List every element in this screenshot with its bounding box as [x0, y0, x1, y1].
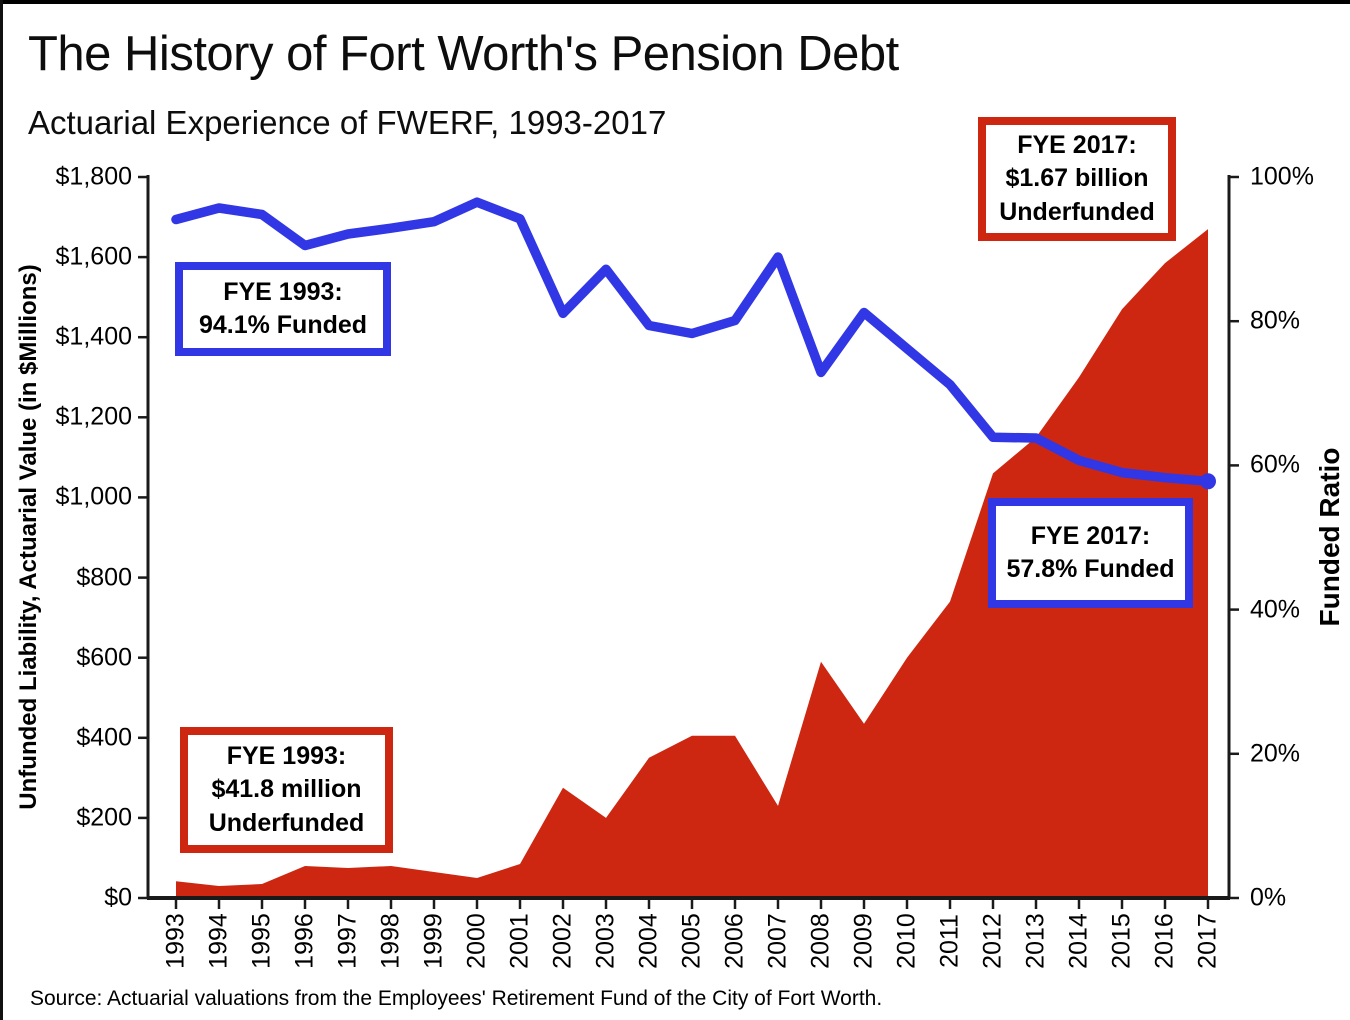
- left-axis-tick-label: $200: [76, 803, 132, 832]
- callout-line: FYE 1993:: [223, 277, 343, 306]
- callout-fye-2017-funded: FYE 2017: 57.8% Funded: [988, 498, 1193, 608]
- right-axis-tick-label: 80%: [1250, 306, 1301, 335]
- page-subtitle: Actuarial Experience of FWERF, 1993-2017: [28, 104, 667, 141]
- callout-line: $41.8 million: [211, 775, 362, 804]
- callout-line: $1.67 billion: [1005, 164, 1149, 193]
- x-axis-year-label: 2012: [978, 913, 1007, 969]
- callout-line: 94.1% Funded: [198, 311, 368, 339]
- right-axis-tick-label: 100%: [1250, 162, 1314, 191]
- left-axis-tick-label: $0: [104, 883, 132, 912]
- left-axis-tick-label: $400: [76, 723, 132, 752]
- left-axis-tick-label: $1,000: [55, 482, 132, 511]
- left-axis-tick-label: $600: [76, 643, 132, 672]
- x-axis-year-label: 2013: [1021, 913, 1050, 969]
- x-axis-year-label: 2016: [1150, 913, 1179, 969]
- callout-line: FYE 1993:: [226, 742, 347, 771]
- source-note: Source: Actuarial valuations from the Em…: [30, 987, 883, 1010]
- x-axis-year-label: 2005: [677, 913, 706, 969]
- right-axis-tick-label: 60%: [1250, 450, 1301, 479]
- callout-line: 57.8% Funded: [1006, 555, 1175, 583]
- x-axis-year-label: 1994: [204, 913, 233, 969]
- left-axis-tick-label: $800: [76, 563, 132, 592]
- callout-fye-1993-funded: FYE 1993: 94.1% Funded: [175, 262, 391, 356]
- frame-top-border: [0, 0, 1350, 4]
- x-axis-year-label: 2015: [1107, 913, 1136, 969]
- frame-left-border: [0, 0, 3, 1020]
- left-axis-tick-label: $1,400: [55, 322, 132, 351]
- x-axis-year-label: 2014: [1064, 913, 1093, 969]
- callout-line: Underfunded: [999, 197, 1155, 226]
- right-axis-tick-label: 40%: [1250, 595, 1301, 624]
- callout-line: FYE 2017:: [1030, 521, 1151, 550]
- right-axis-tick-label: 20%: [1250, 739, 1301, 768]
- right-axis-title: Funded Ratio: [1314, 447, 1345, 627]
- funded-ratio-end-marker: [1200, 473, 1216, 490]
- callout-line: FYE 2017:: [1017, 131, 1137, 160]
- x-axis-year-label: 1997: [333, 913, 362, 969]
- x-axis-year-label: 2002: [548, 913, 577, 969]
- callout-line: Underfunded: [208, 808, 365, 837]
- x-axis-year-label: 1999: [419, 913, 448, 969]
- x-axis-year-label: 1993: [161, 913, 190, 969]
- x-axis-year-label: 2009: [849, 913, 878, 969]
- x-axis-year-label: 2004: [634, 913, 663, 969]
- funded-ratio-line: [171, 197, 1213, 487]
- x-axis-year-label: 1995: [247, 913, 276, 969]
- page-title: The History of Fort Worth's Pension Debt: [28, 27, 899, 81]
- x-axis-year-label: 2010: [892, 913, 921, 969]
- x-axis-year-label: 2001: [505, 913, 534, 969]
- x-axis-year-label: 1996: [290, 913, 319, 969]
- right-axis-tick-label: 0%: [1250, 883, 1287, 912]
- x-axis-year-label: 2011: [935, 914, 964, 968]
- left-axis-tick-label: $1,800: [55, 162, 132, 191]
- x-axis-year-label: 1998: [376, 913, 405, 969]
- x-axis-year-label: 2006: [720, 913, 749, 969]
- x-axis-year-label: 2007: [763, 913, 792, 969]
- x-axis-year-label: 2000: [462, 913, 491, 969]
- left-axis-tick-label: $1,200: [55, 402, 132, 431]
- unfunded-area: [176, 229, 1208, 899]
- x-axis-year-label: 2017: [1193, 913, 1222, 969]
- callout-fye-1993-underfunded: FYE 1993: $41.8 million Underfunded: [180, 727, 393, 853]
- callout-fye-2017-underfunded: FYE 2017: $1.67 billion Underfunded: [978, 117, 1176, 241]
- left-axis-tick-label: $1,600: [55, 242, 132, 271]
- x-axis-year-label: 2008: [806, 913, 835, 969]
- x-axis-year-label: 2003: [591, 913, 620, 969]
